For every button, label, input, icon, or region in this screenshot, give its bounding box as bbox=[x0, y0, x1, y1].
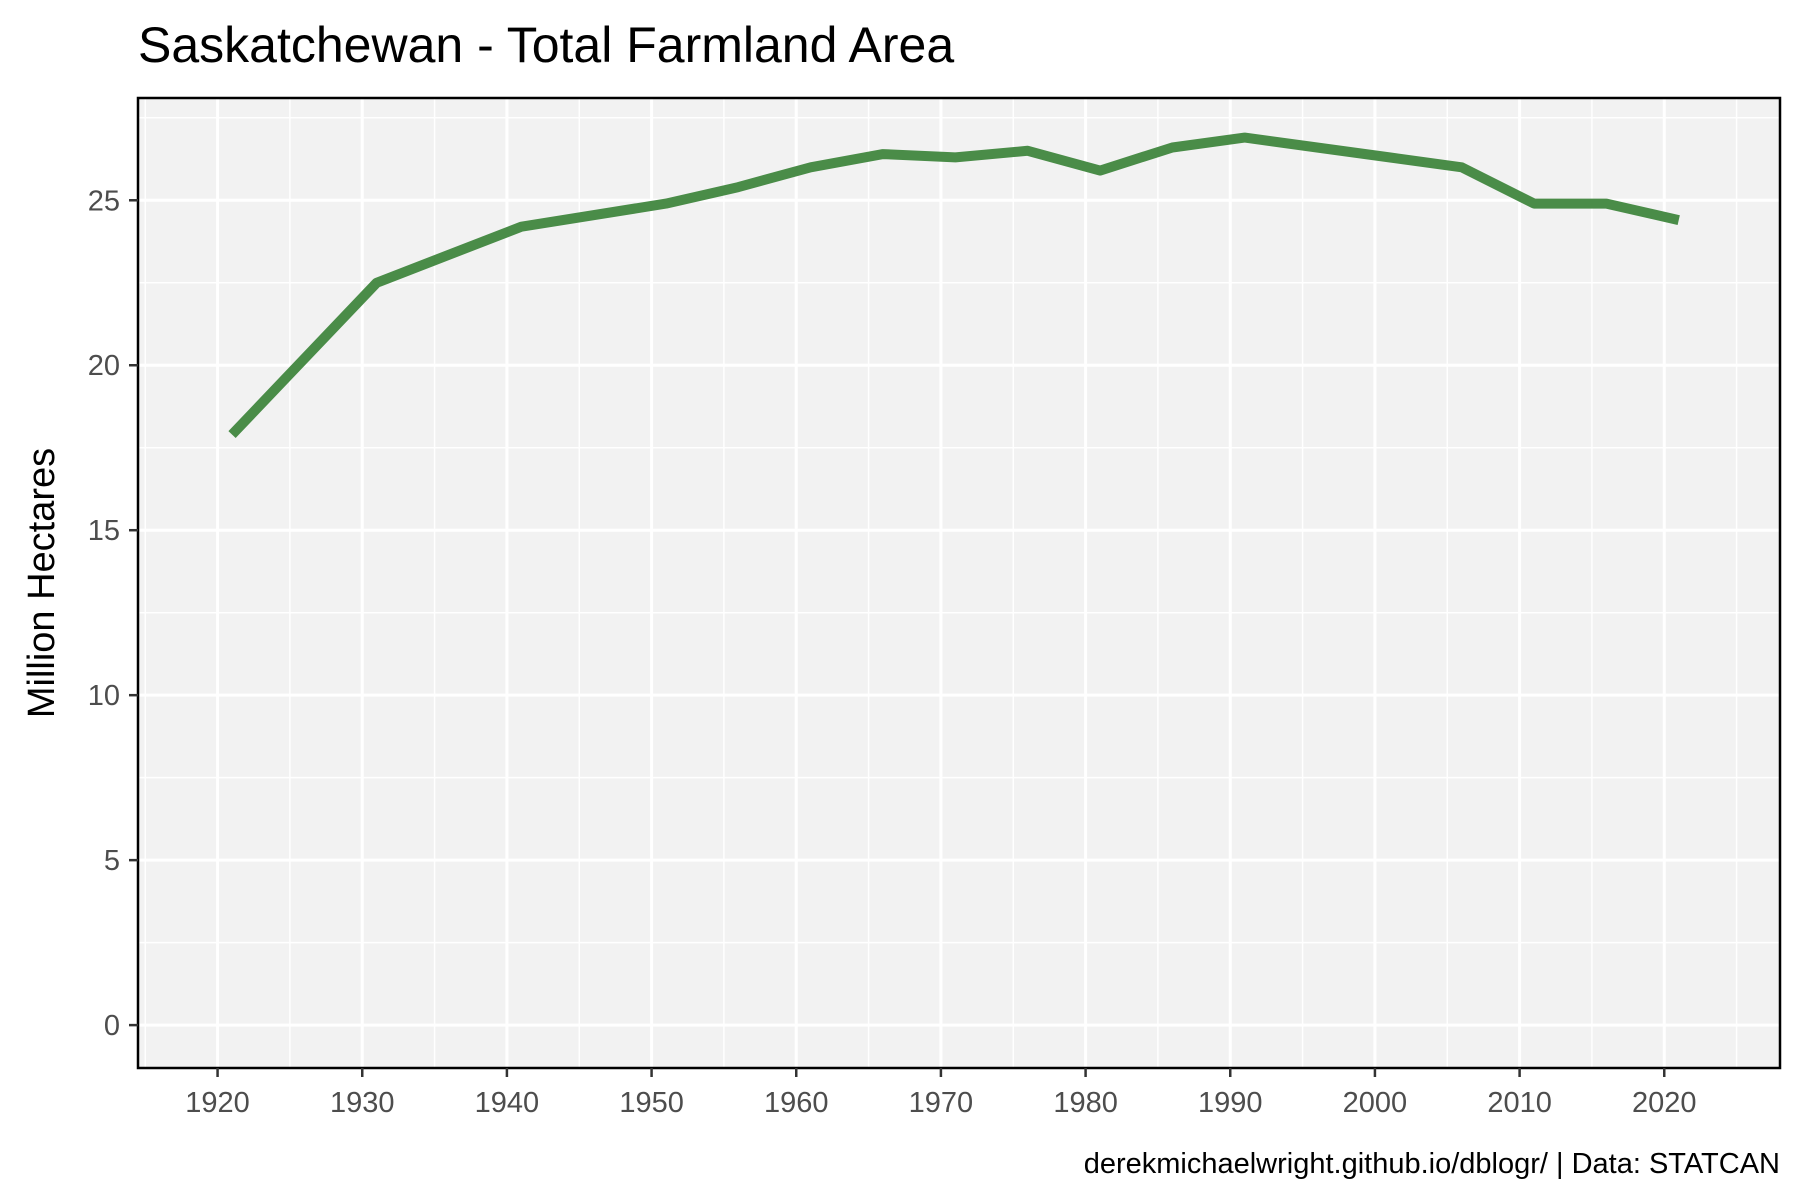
chart-caption: derekmichaelwright.github.io/dblogr/ | D… bbox=[1084, 1148, 1780, 1180]
plot-panel bbox=[138, 98, 1780, 1068]
y-tick-label: 25 bbox=[88, 185, 120, 217]
x-tick-label: 1920 bbox=[185, 1087, 250, 1119]
chart-title: Saskatchewan - Total Farmland Area bbox=[138, 17, 954, 73]
x-tick-label: 1980 bbox=[1053, 1087, 1118, 1119]
y-tick-label: 0 bbox=[104, 1010, 120, 1042]
x-tick-label: 2010 bbox=[1487, 1087, 1552, 1119]
x-tick-label: 1930 bbox=[330, 1087, 395, 1119]
plot-border bbox=[136, 96, 1782, 1070]
x-tick-label: 1990 bbox=[1198, 1087, 1263, 1119]
y-axis-label: Million Hectares bbox=[21, 448, 63, 718]
minor-gridlines bbox=[138, 98, 1780, 1068]
x-tick-label: 1960 bbox=[764, 1087, 829, 1119]
x-tick-label: 1950 bbox=[619, 1087, 684, 1119]
y-tick-label: 5 bbox=[104, 845, 120, 877]
y-axis: 0 5 10 15 20 25 bbox=[88, 185, 138, 1042]
y-tick-label: 10 bbox=[88, 680, 120, 712]
x-tick-label: 2000 bbox=[1343, 1087, 1408, 1119]
major-gridlines bbox=[138, 98, 1780, 1068]
x-tick-label: 2020 bbox=[1632, 1087, 1697, 1119]
y-tick-label: 20 bbox=[88, 350, 120, 382]
y-tick-label: 15 bbox=[88, 515, 120, 547]
x-tick-label: 1970 bbox=[909, 1087, 974, 1119]
x-tick-label: 1940 bbox=[475, 1087, 540, 1119]
series-line-farmland-area bbox=[228, 132, 1680, 438]
x-axis: 1920 1930 1940 1950 1960 1970 1980 1990 2000 2010… bbox=[185, 1068, 1697, 1119]
